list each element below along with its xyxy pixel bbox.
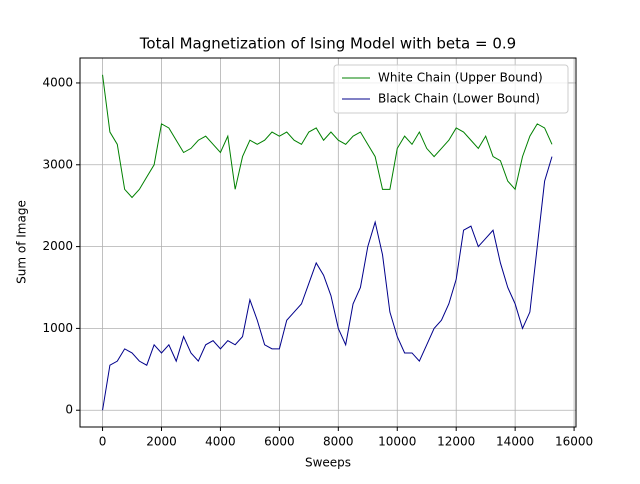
legend-label: White Chain (Upper Bound) [378, 71, 543, 85]
chart-title: Total Magnetization of Ising Model with … [139, 35, 516, 53]
x-tick-label: 16000 [555, 435, 593, 449]
data-line [102, 156, 553, 411]
x-tick-label: 0 [99, 435, 107, 449]
legend-box [333, 64, 569, 114]
x-tick-label: 8000 [323, 435, 354, 449]
plot-frame [79, 57, 577, 428]
x-tick-label: 6000 [264, 435, 295, 449]
legend-label: Black Chain (Lower Bound) [378, 92, 540, 106]
x-tick-label: 14000 [496, 435, 534, 449]
data-line [102, 74, 553, 199]
y-tick-label: 2000 [42, 239, 73, 253]
y-tick-label: 1000 [42, 321, 73, 335]
x-axis-label: Sweeps [305, 456, 351, 470]
y-tick-label: 3000 [42, 157, 73, 171]
legend: White Chain (Upper Bound) Black Chain (Lo… [333, 64, 569, 114]
x-tick-label: 12000 [437, 435, 475, 449]
y-tick-label: 0 [65, 403, 73, 417]
x-tick-label: 10000 [378, 435, 416, 449]
y-tick-label: 4000 [42, 75, 73, 89]
y-axis-label: Sum of Image [15, 200, 29, 284]
x-tick-label: 4000 [205, 435, 236, 449]
x-tick-label: 2000 [146, 435, 177, 449]
